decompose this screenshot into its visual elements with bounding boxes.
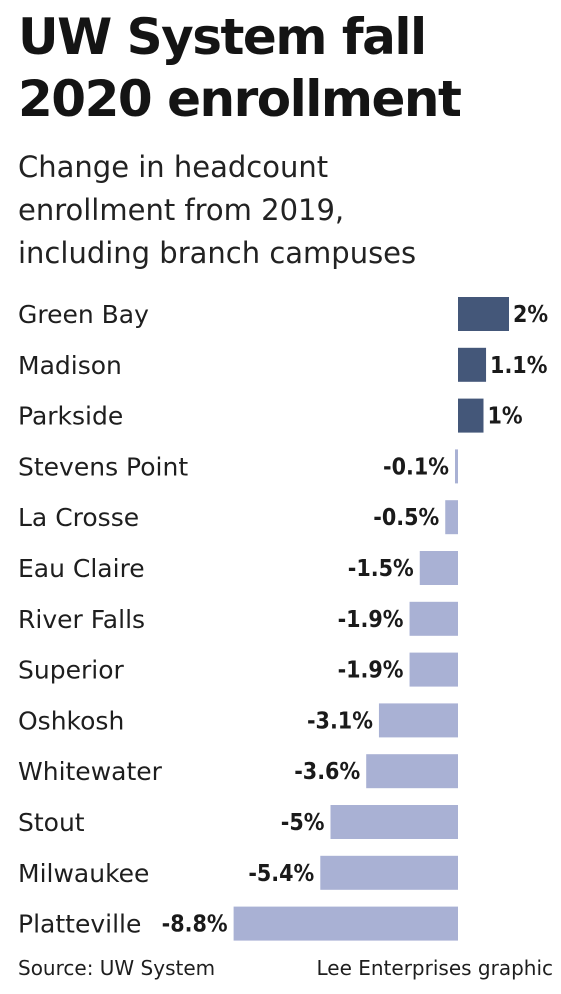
- value-label-river-falls: -1.9%: [338, 607, 404, 633]
- category-label-stout: Stout: [18, 808, 85, 837]
- category-label-platteville: Platteville: [18, 910, 141, 939]
- bar-river-falls: [409, 601, 458, 636]
- chart-title-line-2: 2020 enrollment: [18, 70, 462, 128]
- value-label-la-crosse: -0.5%: [373, 505, 439, 531]
- value-label-green-bay: 2%: [513, 302, 548, 328]
- category-label-oshkosh: Oshkosh: [18, 706, 124, 735]
- value-label-oshkosh: -3.1%: [307, 708, 373, 734]
- category-label-eau-claire: Eau Claire: [18, 554, 145, 583]
- bar-row-stout: Stout -5%: [18, 805, 458, 839]
- value-label-platteville: -8.8%: [162, 912, 228, 938]
- bar-row-milwaukee: Milwaukee -5.4%: [18, 855, 458, 890]
- category-label-milwaukee: Milwaukee: [18, 859, 149, 888]
- chart-title: UW System fall 2020 enrollment: [18, 6, 462, 130]
- value-label-stevens-point: -0.1%: [383, 454, 449, 480]
- category-label-la-crosse: La Crosse: [18, 503, 139, 532]
- bar-superior: [409, 652, 458, 687]
- bar-oshkosh: [378, 703, 458, 738]
- bar-row-stevens-point: Stevens Point -0.1%: [18, 449, 458, 484]
- chart-subtitle-line-1: Change in headcount: [18, 150, 329, 184]
- bar-row-platteville: Platteville -8.8%: [18, 906, 458, 941]
- category-label-stevens-point: Stevens Point: [18, 452, 188, 481]
- category-label-river-falls: River Falls: [18, 605, 145, 634]
- bar-row-eau-claire: Eau Claire -1.5%: [18, 551, 458, 585]
- bar-row-la-crosse: La Crosse -0.5%: [18, 500, 458, 535]
- value-label-madison: 1.1%: [490, 353, 548, 379]
- bar-row-oshkosh: Oshkosh -3.1%: [18, 703, 458, 738]
- category-label-parkside: Parkside: [18, 402, 123, 431]
- bar-whitewater: [366, 754, 458, 789]
- bar-row-superior: Superior -1.9%: [18, 652, 458, 687]
- value-label-stout: -5%: [281, 810, 325, 836]
- chart-title-line-1: UW System fall: [18, 8, 427, 66]
- bar-eau-claire: [419, 551, 458, 585]
- bar-row-whitewater: Whitewater -3.6%: [18, 754, 458, 789]
- bar-green-bay: [458, 297, 509, 331]
- bar-stout: [330, 805, 458, 839]
- bar-chart: Green Bay 2% Madison 1.1% Parkside 1% Stevens …: [18, 297, 548, 941]
- bar-madison: [458, 347, 487, 382]
- value-label-milwaukee: -5.4%: [248, 861, 314, 887]
- bar-row-parkside: Parkside 1%: [18, 398, 523, 433]
- value-label-parkside: 1%: [488, 404, 523, 430]
- bar-la-crosse: [445, 500, 458, 535]
- bar-parkside: [458, 398, 484, 433]
- bar-row-green-bay: Green Bay 2%: [18, 297, 548, 331]
- category-label-superior: Superior: [18, 656, 124, 685]
- bar-row-madison: Madison 1.1%: [18, 347, 548, 382]
- value-label-whitewater: -3.6%: [294, 759, 360, 785]
- category-label-green-bay: Green Bay: [18, 300, 149, 329]
- chart-subtitle: Change in headcount enrollment from 2019…: [18, 146, 416, 275]
- source-note: Source: UW System: [18, 956, 216, 980]
- category-label-madison: Madison: [18, 351, 122, 380]
- bar-row-river-falls: River Falls -1.9%: [18, 601, 458, 636]
- value-label-eau-claire: -1.5%: [348, 556, 414, 582]
- bar-platteville: [233, 906, 458, 941]
- value-label-superior: -1.9%: [338, 658, 404, 684]
- category-label-whitewater: Whitewater: [18, 757, 163, 786]
- chart-subtitle-line-2: enrollment from 2019,: [18, 193, 345, 227]
- bar-stevens-point: [455, 449, 458, 484]
- chart-subtitle-line-3: including branch campuses: [18, 236, 417, 270]
- bar-milwaukee: [320, 855, 458, 890]
- credit-note: Lee Enterprises graphic: [316, 956, 553, 980]
